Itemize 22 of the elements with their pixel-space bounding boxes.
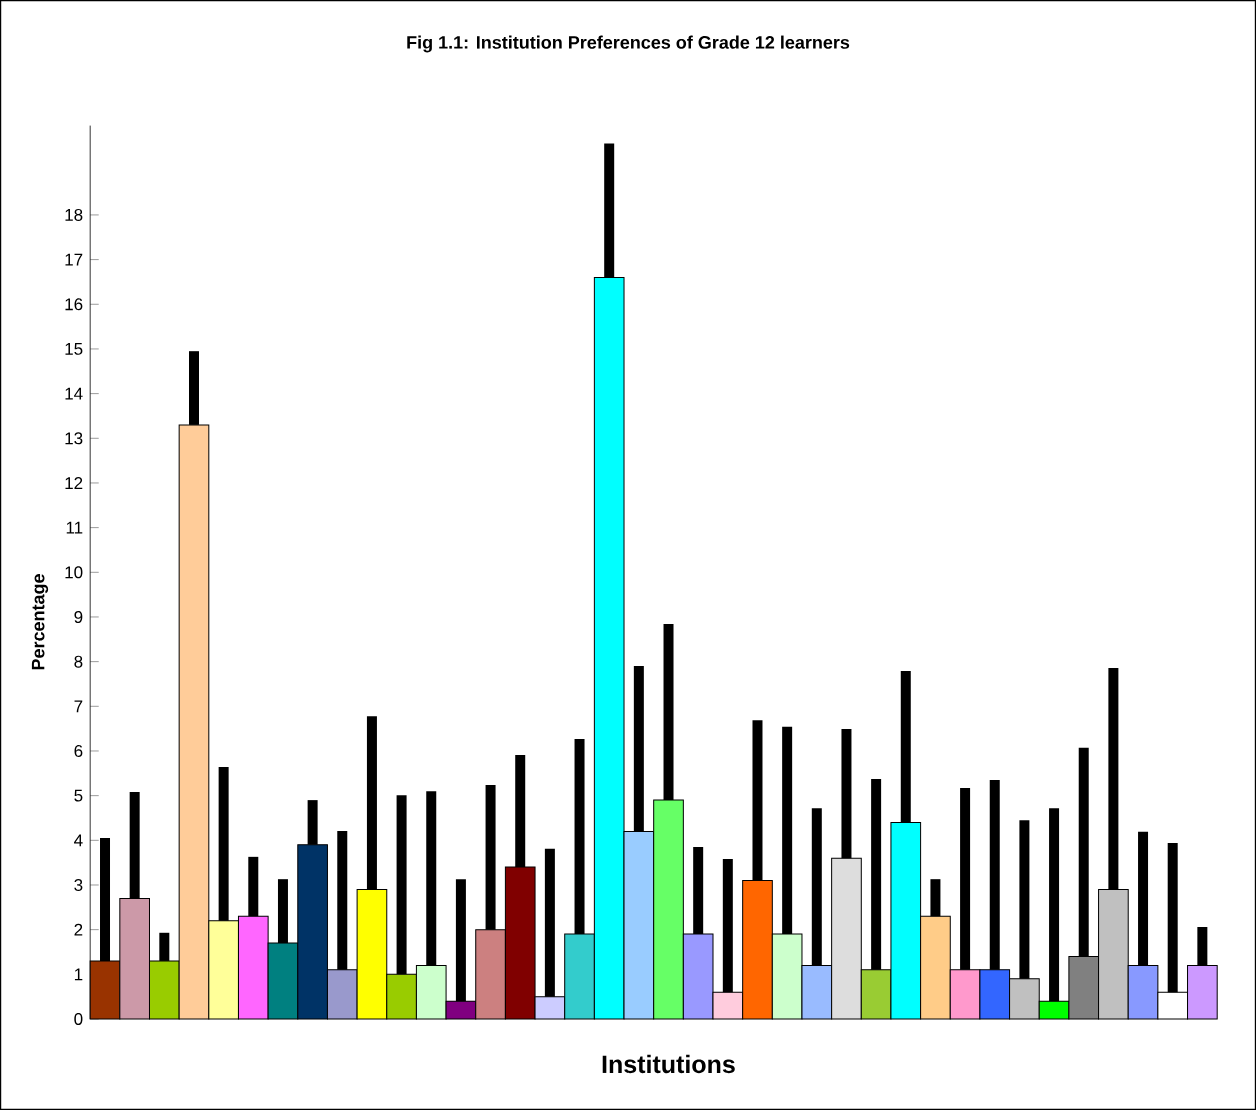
y-tick-label: 7	[74, 700, 83, 713]
y-tick-label: 5	[74, 789, 83, 802]
y-tick-label: 11	[66, 521, 83, 534]
y-tick-label: 4	[74, 834, 83, 847]
y-axis-title: Percentage	[31, 574, 49, 670]
y-tick-label: 1	[74, 968, 83, 981]
y-tick-label: 2	[74, 923, 83, 936]
y-tick-label: 14	[65, 387, 83, 400]
y-tick-label: 10	[65, 566, 83, 579]
chart-title: Fig 1.1: Institution Preferences of Grade 12 learners	[407, 35, 850, 53]
y-tick-label: 9	[74, 610, 83, 623]
y-tick-label: 18	[65, 208, 83, 221]
y-tick-label: 12	[65, 477, 83, 489]
y-tick-label: 16	[65, 298, 83, 311]
y-tick-label: 13	[65, 432, 83, 445]
y-tick-label: 8	[74, 655, 83, 668]
y-tick-label: 0	[74, 1012, 83, 1026]
y-tick-label: 15	[65, 343, 83, 355]
y-tick-label: 17	[65, 253, 83, 266]
y-tick-label: 3	[74, 878, 83, 891]
y-tick-label: 6	[74, 744, 83, 757]
x-axis-title: Institutions	[602, 1054, 735, 1074]
